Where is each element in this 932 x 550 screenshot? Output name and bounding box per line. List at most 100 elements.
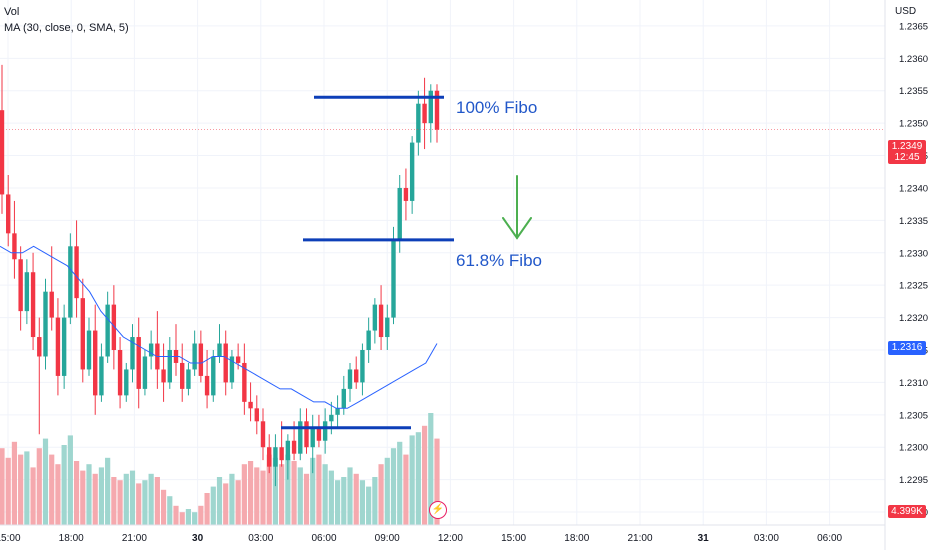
currency-label: USD: [895, 6, 917, 17]
volume-bar: [80, 470, 86, 525]
candle: [99, 356, 104, 396]
volume-bar: [279, 464, 285, 525]
volume-bar: [434, 438, 440, 525]
price-tick-label: 1.2365: [899, 21, 928, 32]
countdown-timer: 12:45: [894, 152, 920, 163]
candle: [105, 304, 110, 357]
time-tick-label: 31: [698, 533, 710, 544]
volume-bar: [310, 457, 316, 525]
candle: [360, 350, 365, 383]
candle: [68, 246, 73, 318]
down-arrow-icon: [502, 175, 532, 240]
price-tick-label: 1.2360: [899, 54, 928, 65]
volume-bar: [67, 435, 73, 525]
candle: [223, 343, 228, 383]
volume-bar: [347, 467, 353, 525]
candle: [12, 233, 17, 260]
candle: [310, 427, 315, 448]
volume-bar: [378, 464, 384, 525]
candle: [409, 142, 415, 201]
time-tick-label: 03:00: [754, 533, 779, 544]
volume-bar: [185, 509, 192, 525]
volume-bar: [415, 432, 421, 525]
volume-bars: [0, 413, 440, 525]
candle: [80, 298, 85, 370]
candle: [248, 401, 253, 409]
volume-bar: [86, 464, 92, 525]
volume-bar: [11, 441, 18, 525]
volume-bar: [390, 448, 397, 525]
candle: [6, 194, 11, 234]
volume-bar: [36, 448, 42, 525]
volume-bar: [328, 470, 334, 525]
candle: [204, 375, 210, 396]
price-tick-label: 1.2335: [899, 216, 928, 227]
candle: [273, 447, 278, 467]
candle: [37, 337, 42, 357]
candle: [186, 369, 191, 389]
moving-average-line: [0, 245, 438, 409]
volume-bar: [341, 477, 347, 525]
candle: [43, 291, 48, 357]
volume-bar: [129, 470, 136, 525]
candle: [217, 343, 222, 357]
candle: [279, 447, 284, 461]
price-tick-label: 1.2320: [899, 313, 928, 324]
volume-bar: [24, 451, 30, 525]
candle: [354, 369, 359, 383]
candle: [111, 304, 117, 350]
volume-bar: [73, 461, 80, 525]
candle: [260, 421, 266, 448]
volume-bar: [266, 454, 272, 525]
volume-bar: [384, 457, 390, 525]
fibo-100-label[interactable]: 100% Fibo: [456, 98, 538, 117]
volume-bar: [198, 505, 204, 525]
candle: [49, 291, 54, 318]
volume-bar: [204, 493, 210, 525]
volume-bar: [303, 473, 310, 525]
volume-bar: [241, 464, 247, 525]
ma-legend[interactable]: MA (30, close, 0, SMA, 5): [4, 22, 129, 34]
candle: [130, 337, 135, 370]
candle: [304, 421, 309, 448]
price-tick-label: 1.2310: [899, 378, 928, 389]
candle: [335, 408, 340, 415]
candle: [254, 408, 259, 422]
time-tick-label: 03:00: [248, 533, 273, 544]
time-axis[interactable]: 15:00 18:00 21:00 30 03:00 06:00 09:00 12:00 15:…: [0, 533, 843, 544]
volume-bar: [334, 480, 341, 525]
volume-bar: [254, 467, 260, 525]
price-tick-label: 1.2295: [899, 475, 928, 486]
lightning-icon[interactable]: ⚡: [429, 501, 447, 519]
candle: [341, 388, 346, 409]
candle: [267, 447, 272, 467]
price-axis[interactable]: 1.23651.23601.23551.23501.23451.23401.23…: [899, 21, 928, 518]
time-tick-label: 18:00: [564, 533, 589, 544]
volume-bar: [160, 489, 167, 525]
candle: [434, 90, 440, 130]
volume-bar: [117, 480, 123, 525]
candle: [403, 187, 409, 201]
volume-bar: [192, 512, 198, 525]
candle: [55, 317, 61, 376]
volume-legend[interactable]: Vol: [4, 6, 20, 18]
time-tick-label: 18:00: [59, 533, 84, 544]
candle: [167, 350, 172, 383]
candle: [322, 421, 328, 441]
price-tick-label: 1.2300: [899, 443, 928, 454]
candle: [93, 330, 98, 396]
time-tick-label: 21:00: [627, 533, 652, 544]
price-tick-label: 1.2325: [899, 281, 928, 292]
volume-bar: [235, 480, 241, 525]
volume-bar: [136, 483, 142, 525]
volume-bar: [111, 477, 117, 525]
volume-bar: [92, 473, 98, 525]
candle: [378, 304, 384, 338]
volume-bar: [229, 473, 235, 525]
candle: [30, 272, 36, 338]
volume-bar: [403, 454, 409, 525]
fibo-618-label[interactable]: 61.8% Fibo: [456, 251, 542, 270]
volume-bar: [61, 445, 67, 525]
